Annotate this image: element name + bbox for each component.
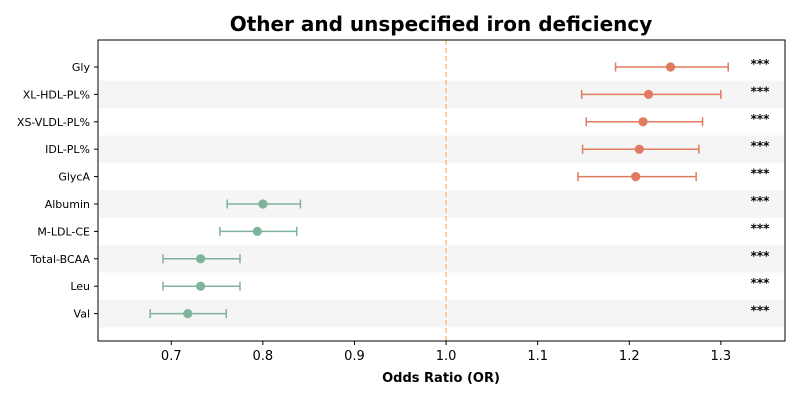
y-tick-label: Leu (70, 280, 90, 293)
x-tick-label: 0.7 (161, 349, 182, 364)
y-tick-label: Val (74, 308, 90, 321)
x-axis-label: Odds Ratio (OR) (382, 371, 500, 386)
significance-label: *** (751, 276, 771, 290)
y-tick-label: M-LDL-CE (37, 225, 90, 238)
or-point (183, 309, 193, 319)
significance-label: *** (751, 57, 771, 71)
significance-label: *** (751, 221, 771, 235)
x-tick-label: 1.2 (619, 349, 640, 364)
significance-label: *** (751, 249, 771, 263)
or-point (195, 281, 206, 291)
y-tick-label: XL-HDL-PL% (23, 88, 90, 101)
x-tick-label: 1.3 (711, 349, 732, 364)
y-tick-label: Total-BCAA (29, 253, 90, 266)
or-point (631, 172, 641, 182)
or-point (258, 199, 268, 209)
chart-title: Other and unspecified iron deficiency (230, 12, 653, 36)
or-point (634, 144, 644, 154)
or-point (638, 117, 648, 127)
significance-label: *** (751, 194, 771, 208)
significance-label: *** (751, 304, 771, 318)
x-axis: Gly XL-HDL-PL% XS-VLDL-PL% IDL-PL% GlycA Albu… (17, 61, 731, 364)
y-tick-label: Albumin (45, 198, 90, 211)
y-tick-label: GlycA (58, 171, 90, 184)
y-tick-label: IDL-PL% (45, 143, 90, 156)
row-band (99, 190, 784, 218)
y-tick-label: XS-VLDL-PL% (17, 116, 90, 129)
or-point (252, 226, 262, 236)
significance-label: *** (751, 139, 771, 153)
or-point (195, 254, 206, 264)
significance-label: *** (751, 84, 771, 98)
or-point (665, 62, 676, 72)
data-marks: *** *** *** *** *** *** *** *** *** *** (149, 57, 771, 319)
x-tick-label: 0.9 (344, 349, 365, 364)
plot-frame (97, 39, 786, 342)
x-tick-label: 1.1 (527, 349, 548, 364)
x-tick-label: 1.0 (436, 349, 457, 364)
y-tick-label: Gly (72, 61, 91, 74)
x-tick-label: 0.8 (253, 349, 274, 364)
or-point (643, 89, 654, 99)
significance-label: *** (751, 112, 771, 126)
significance-label: *** (751, 167, 771, 181)
